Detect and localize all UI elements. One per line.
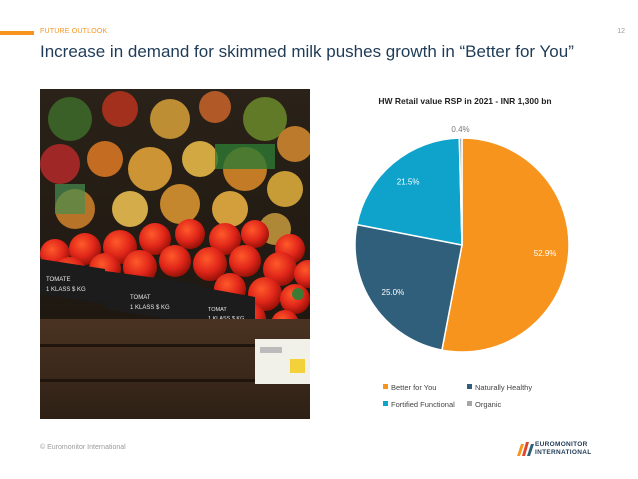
market-photo: TOMATE 1 KLASS $ KG TOMAT 1 KLASS $ KG T… [40,89,310,419]
legend-swatch [383,384,388,389]
data-label-fortified-functional: 21.5% [397,177,420,186]
data-label-better-for-you: 52.9% [534,249,557,258]
legend-item-organic: Organic [467,400,501,409]
data-label-organic: 0.4% [451,125,469,134]
sign-2-name: TOMAT [130,295,151,301]
legend-swatch [383,401,388,406]
chart-title: HW Retail value RSP in 2021 - INR 1,300 … [378,96,552,106]
euromonitor-logo: EUROMONITOR INTERNATIONAL [515,438,630,460]
sign-1-price: 1 KLASS $ KG [46,287,86,293]
sign-3-name: TOMAT [208,307,227,313]
legend-item-naturally-healthy: Naturally Healthy [467,383,532,392]
tomato-stall-image: TOMATE 1 KLASS $ KG TOMAT 1 KLASS $ KG T… [40,89,310,419]
copyright: © Euromonitor International [40,444,126,451]
pie-chart: 52.9% 25.0% 21.5% 0.4% [354,125,570,353]
data-label-naturally-healthy: 25.0% [382,288,405,297]
legend-label: Naturally Healthy [475,383,533,392]
logo-icon [517,442,534,456]
pie-slice-naturally-healthy [354,223,463,351]
legend-swatch [467,401,472,406]
pie-slice-better-for-you [441,137,570,353]
page-number: 12 [617,28,625,35]
slide-title: Increase in demand for skimmed milk push… [40,42,574,61]
legend-item-better-for-you: Better for You [383,383,436,392]
legend-label: Fortified Functional [391,400,455,409]
legend-label: Organic [475,400,502,409]
accent-bar [0,31,34,35]
legend-item-fortified-functional: Fortified Functional [383,400,455,409]
pie-slice-fortified-functional [356,137,463,246]
sign-1-name: TOMATE [46,277,70,283]
pie-slice-organic [458,137,463,246]
legend-label: Better for You [391,383,437,392]
logo-line-1: EUROMONITOR [535,441,588,448]
section-label: FUTURE OUTLOOK [40,28,108,35]
legend-swatch [467,384,472,389]
logo-line-2: INTERNATIONAL [535,449,592,456]
sign-2-price: 1 KLASS $ KG [130,305,170,311]
